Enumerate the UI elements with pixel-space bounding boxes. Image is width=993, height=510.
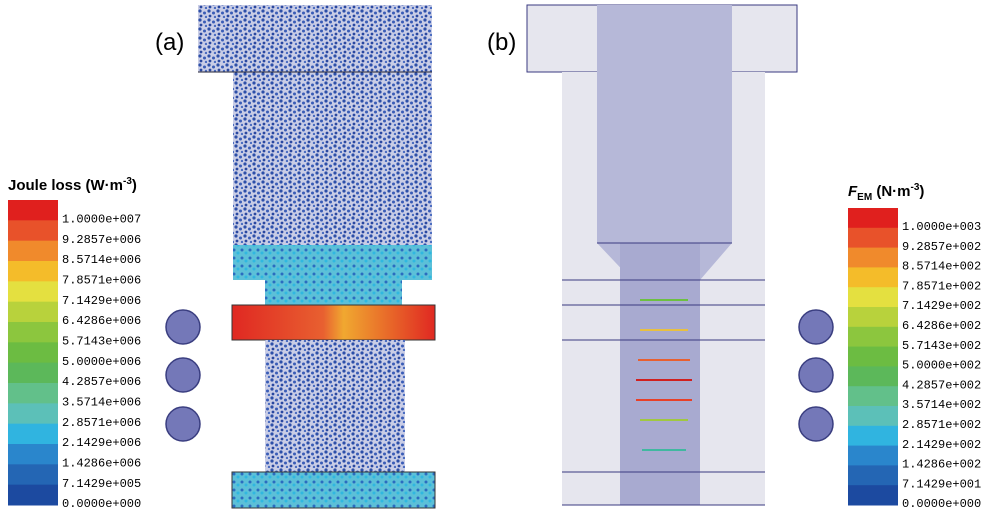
colorbar-swatch <box>8 220 58 241</box>
panel-a-geometry <box>198 5 435 508</box>
colorbar-swatch <box>848 327 898 347</box>
legend-title-part: ) <box>132 177 137 194</box>
colorbar-swatch <box>848 248 898 268</box>
panel-label: (a) <box>155 29 184 56</box>
colorbar-label: 8.5714e+006 <box>62 253 141 267</box>
colorbar-swatch <box>848 426 898 446</box>
colorbar-swatch <box>8 322 58 343</box>
legend-title-part: Joule loss (W·m <box>8 177 123 194</box>
colorbar-swatch <box>848 386 898 406</box>
colorbar-label: 8.5714e+002 <box>902 260 981 274</box>
colorbar-label: 9.2857e+002 <box>902 240 981 254</box>
colorbar-swatch <box>848 347 898 367</box>
colorbar-label: 6.4286e+006 <box>62 314 141 328</box>
colorbar-label: 1.0000e+003 <box>902 220 981 234</box>
colorbar-label: 4.2857e+002 <box>902 378 981 392</box>
colorbar-swatch <box>8 241 58 262</box>
colorbar-label: 1.0000e+007 <box>62 212 141 226</box>
colorbar-label: 1.4286e+006 <box>62 456 141 470</box>
colorbar-swatch <box>8 485 58 506</box>
colorbar-swatch <box>8 200 58 221</box>
colorbar-swatch <box>8 281 58 302</box>
colorbar-swatch <box>848 287 898 307</box>
colorbar-swatch <box>848 307 898 327</box>
panel-b-geometry <box>527 5 797 505</box>
colorbar-swatch <box>848 446 898 466</box>
colorbar-label: 5.7143e+002 <box>902 339 981 353</box>
colorbar-label: 3.5714e+002 <box>902 398 981 412</box>
colorbar-label: 7.1429e+006 <box>62 294 141 308</box>
colorbar-swatch <box>848 228 898 248</box>
colorbar-label: 0.0000e+000 <box>902 497 981 510</box>
colorbar-swatch <box>8 383 58 404</box>
colorbar-label: 2.1429e+006 <box>62 436 141 450</box>
colorbar-swatch <box>848 406 898 426</box>
figure: (a) (b) Joule loss (W·m-3) FEM (N·m-3) 1… <box>0 0 993 510</box>
colorbar-swatch <box>8 363 58 384</box>
colorbar-swatch <box>8 464 58 485</box>
colorbar-swatch <box>848 267 898 287</box>
colorbar-label: 7.8571e+006 <box>62 273 141 287</box>
legend-title: FEM (N·m-3) <box>848 182 924 203</box>
colorbar-label: 5.7143e+006 <box>62 334 141 348</box>
colorbar-label: 4.2857e+006 <box>62 375 141 389</box>
colorbar-swatch <box>8 403 58 424</box>
legend-title-part: (N·m <box>872 183 910 200</box>
colorbar-swatch <box>8 444 58 465</box>
colorbar-swatch <box>8 261 58 282</box>
legend-title-part: ) <box>919 183 924 200</box>
legend-title-sub: EM <box>857 192 872 203</box>
colorbar-swatch <box>8 342 58 363</box>
colorbar-swatch <box>848 208 898 228</box>
colorbar-label: 7.8571e+002 <box>902 279 981 293</box>
colorbar-label: 7.1429e+002 <box>902 299 981 313</box>
colorbar-label: 0.0000e+000 <box>62 497 141 510</box>
colorbar-label: 3.5714e+006 <box>62 395 141 409</box>
colorbar-label: 5.0000e+006 <box>62 355 141 369</box>
colorbar-label: 9.2857e+006 <box>62 233 141 247</box>
panel-label: (b) <box>487 29 516 56</box>
colorbar-swatch <box>8 424 58 445</box>
colorbar-swatch <box>848 485 898 505</box>
colorbar-label: 2.1429e+002 <box>902 438 981 452</box>
colorbar-label: 5.0000e+002 <box>902 359 981 373</box>
colorbar-label: 7.1429e+005 <box>62 477 141 491</box>
colorbar-swatch <box>848 465 898 485</box>
colorbar-swatch <box>8 302 58 323</box>
colorbar-swatch <box>848 366 898 386</box>
colorbar-label: 2.8571e+006 <box>62 416 141 430</box>
colorbar-label: 7.1429e+001 <box>902 477 981 491</box>
colorbar-label: 1.4286e+002 <box>902 458 981 472</box>
colorbar-label: 6.4286e+002 <box>902 319 981 333</box>
legend-title: Joule loss (W·m-3) <box>8 176 137 194</box>
colorbar-label: 2.8571e+002 <box>902 418 981 432</box>
